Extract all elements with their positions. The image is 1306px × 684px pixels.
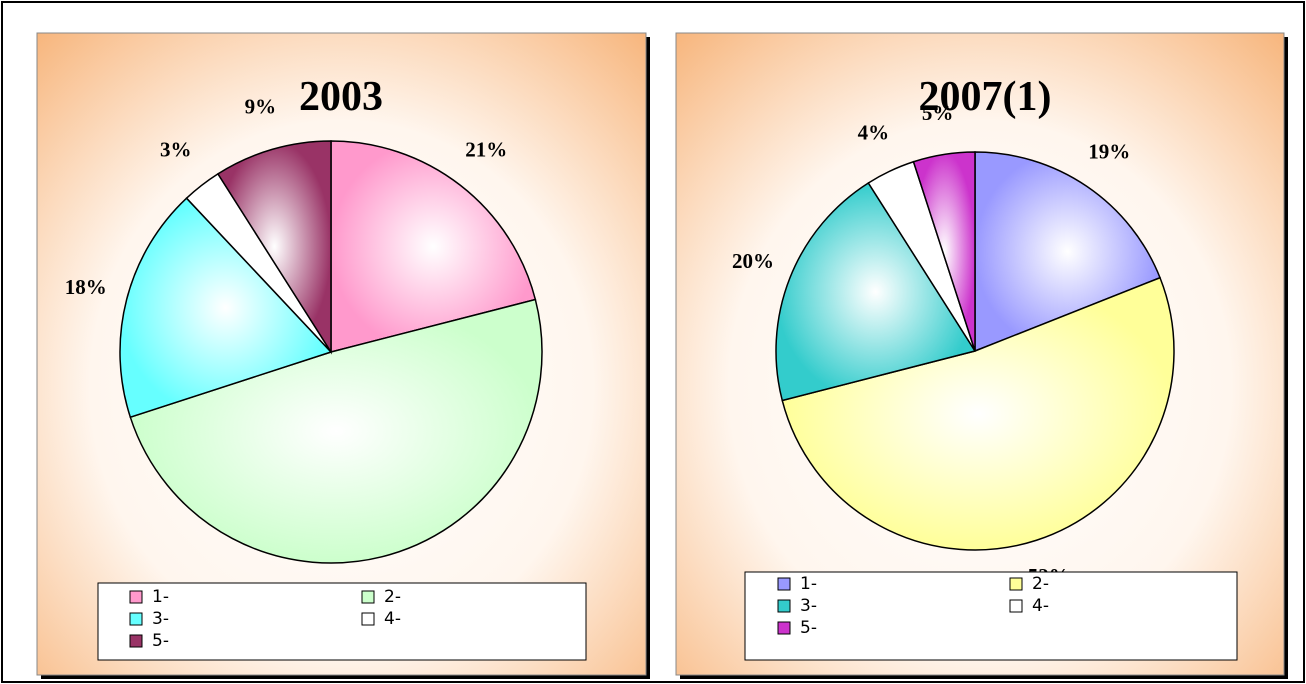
legend-label: 4- <box>1032 596 1049 616</box>
legend-label: 3- <box>800 596 817 616</box>
pie-slice <box>912 151 976 352</box>
pie-slice <box>781 276 1175 551</box>
legend-box <box>744 571 1238 661</box>
value-label: 3% <box>160 138 192 162</box>
legend-label: 2- <box>1032 574 1049 594</box>
pie-slice <box>216 140 332 355</box>
legend-label: 1- <box>152 587 169 607</box>
legend-label: 5- <box>800 618 817 638</box>
pie-slice <box>974 151 1162 353</box>
pie-slice <box>330 140 537 353</box>
chart-title: 2007(1) <box>919 74 1052 120</box>
value-label: 9% <box>245 95 277 119</box>
legend-box <box>97 582 587 661</box>
legend-swatch <box>777 577 791 591</box>
value-label: 18% <box>65 275 107 299</box>
pie-slice <box>775 181 977 402</box>
legend-label: 4- <box>384 609 401 629</box>
chart-title: 2003 <box>299 74 383 120</box>
legend-swatch <box>1009 599 1023 613</box>
legend-swatch <box>361 612 375 626</box>
legend-swatch <box>129 634 143 648</box>
value-label: 19% <box>1088 139 1130 163</box>
legend-label: 3- <box>152 609 169 629</box>
legend-label: 2- <box>384 587 401 607</box>
value-label: 21% <box>465 138 507 162</box>
pie-slice <box>129 298 543 564</box>
legend-swatch <box>129 590 143 604</box>
legend-swatch <box>777 621 791 635</box>
legend-swatch <box>777 599 791 613</box>
legend-swatch <box>129 612 143 626</box>
value-label: 20% <box>732 249 774 273</box>
legend-label: 5- <box>152 631 169 651</box>
value-label: 4% <box>858 121 890 145</box>
value-label: 5% <box>922 101 954 125</box>
legend-label: 1- <box>800 574 817 594</box>
legend-swatch <box>361 590 375 604</box>
pie-slice <box>119 197 333 419</box>
legend-swatch <box>1009 577 1023 591</box>
